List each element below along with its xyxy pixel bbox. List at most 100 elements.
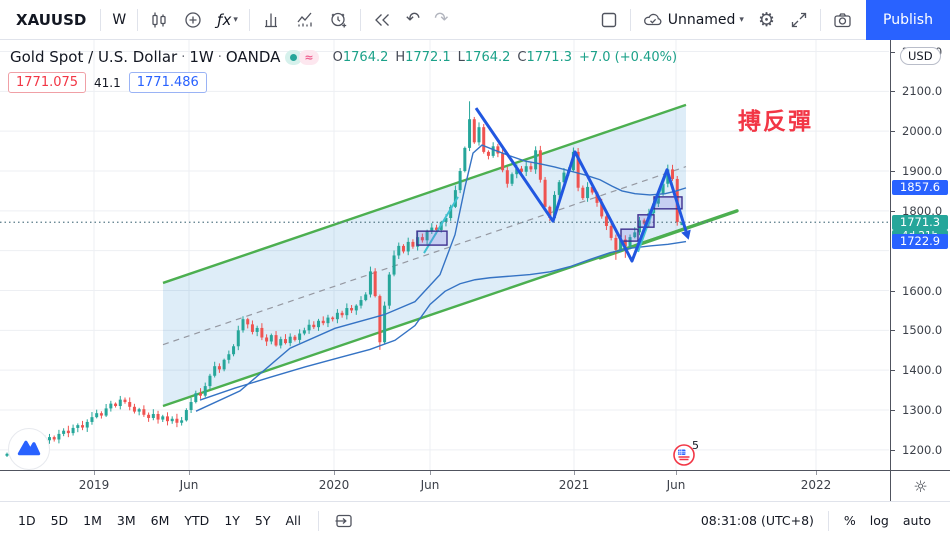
chart-region: 5 Gold Spot / U.S. Dollar · 1W · OANDA ≈…	[0, 40, 889, 470]
candle-body	[491, 146, 495, 156]
axis-settings-corner[interactable]: ☼	[890, 471, 950, 501]
candle-body	[661, 183, 665, 195]
candle-body	[482, 127, 486, 152]
time-tick-label[interactable]: Jun	[646, 471, 706, 492]
time-tick-label[interactable]: Jun	[159, 471, 219, 492]
currency-toggle[interactable]: USD	[900, 47, 941, 65]
price-tick-label: 1400.0	[891, 363, 950, 378]
data-approx-pill[interactable]: ≈	[299, 49, 319, 65]
candle-body	[628, 237, 632, 247]
candle-body	[453, 190, 457, 207]
range-1M[interactable]: 1M	[83, 513, 102, 528]
time-tick-label[interactable]: 2020	[304, 471, 364, 492]
time-tick-label[interactable]: 2022	[786, 471, 846, 492]
publish-button[interactable]: Publish	[866, 0, 950, 40]
time-tick-label[interactable]: Jun	[400, 471, 460, 492]
candle-body	[199, 393, 203, 396]
range-5Y[interactable]: 5Y	[254, 513, 271, 528]
candle-body	[170, 418, 174, 422]
percent-scale-button[interactable]: %	[843, 513, 856, 528]
range-All[interactable]: All	[285, 513, 302, 528]
symbol-legend[interactable]: Gold Spot / U.S. Dollar · 1W · OANDA ≈ O…	[10, 48, 677, 66]
price-range-box[interactable]	[620, 228, 639, 242]
goto-date-button[interactable]	[327, 509, 361, 533]
economic-event-icon[interactable]: 5	[673, 439, 699, 466]
candle-body	[586, 186, 590, 199]
chart-type-button[interactable]	[142, 4, 176, 36]
channel-upper-line[interactable]	[162, 103, 687, 285]
range-YTD[interactable]: YTD	[184, 513, 210, 528]
market-status-pill[interactable]	[285, 49, 303, 65]
fullscreen-button[interactable]	[782, 4, 816, 36]
ma-slow-line[interactable]	[199, 240, 687, 401]
auto-scale-button[interactable]: auto	[902, 513, 931, 528]
save-layout-button[interactable]: Unnamed ▾	[635, 4, 751, 36]
channel-midline[interactable]	[162, 166, 687, 346]
time-tick-label[interactable]: 2021	[544, 471, 604, 492]
symbol-button[interactable]: XAUUSD	[16, 10, 87, 29]
candle-body	[364, 294, 368, 301]
indicator-templates-button[interactable]	[288, 4, 322, 36]
range-1Y[interactable]: 1Y	[224, 513, 240, 528]
price-tick-label: 1300.0	[891, 403, 950, 418]
text-annotation[interactable]: 搏反彈	[738, 109, 813, 135]
price-tick-label: 1200.0	[891, 443, 950, 458]
candle-body	[562, 172, 566, 183]
toolbar-separator	[820, 8, 821, 31]
candle-body	[595, 192, 599, 203]
alert-button[interactable]	[322, 4, 356, 36]
zigzag-drawing[interactable]	[474, 107, 688, 263]
replay-rewind-icon	[372, 10, 392, 30]
candle-body	[519, 168, 523, 172]
price-chart[interactable]: 5	[0, 40, 889, 470]
candle-body	[302, 330, 306, 334]
toolbar-separator	[827, 510, 829, 531]
tradingview-logo[interactable]	[8, 428, 50, 470]
candle-body	[194, 393, 198, 403]
calendar-arrow-icon	[334, 512, 354, 530]
legend-title: Gold Spot / U.S. Dollar	[10, 48, 178, 66]
candle-body	[600, 202, 604, 217]
alarm-clock-plus-icon	[329, 10, 349, 30]
price-range-box[interactable]	[416, 230, 448, 246]
range-6M[interactable]: 6M	[150, 513, 170, 528]
clock-timezone[interactable]: 08:31:08 (UTC+8)	[700, 513, 814, 528]
redo-button[interactable]: ↷	[427, 4, 455, 36]
range-3M[interactable]: 3M	[116, 513, 136, 528]
layout-button[interactable]	[592, 4, 626, 36]
range-5D[interactable]: 5D	[50, 513, 69, 528]
candle-body	[430, 227, 434, 232]
financials-button[interactable]	[254, 4, 288, 36]
candle-body	[350, 308, 354, 311]
price-tick-label: 1500.0	[891, 323, 950, 338]
candle-body	[623, 239, 627, 247]
price-axis[interactable]: USD 2200.02100.02000.01900.01800.01600.0…	[890, 40, 950, 470]
settings-button[interactable]: ⚙	[751, 4, 782, 36]
cyan-trendline[interactable]	[423, 196, 459, 254]
replay-button[interactable]	[365, 4, 399, 36]
interval-button[interactable]: W	[112, 11, 127, 28]
candle-body	[463, 147, 467, 171]
buy-price-box[interactable]: 1771.486	[128, 72, 207, 93]
ma-fast-line[interactable]	[195, 144, 687, 412]
sell-price-box[interactable]: 1771.075	[8, 72, 87, 93]
indicators-button[interactable]: ƒx ▾	[210, 4, 245, 36]
redo-icon: ↷	[434, 9, 449, 29]
range-1D[interactable]: 1D	[18, 513, 36, 528]
candle-body	[609, 225, 613, 238]
candle-body	[232, 346, 236, 355]
candle-body	[255, 327, 259, 332]
undo-button[interactable]: ↶	[399, 4, 427, 36]
candle-body	[444, 218, 448, 222]
candle-body	[283, 339, 287, 344]
log-scale-button[interactable]: log	[869, 513, 889, 528]
compare-button[interactable]	[176, 4, 210, 36]
time-axis[interactable]: ☼ 2019 Jun 2020 Jun 2021 Jun 2022	[0, 470, 950, 501]
screenshot-button[interactable]	[825, 4, 860, 36]
candle-body	[510, 174, 514, 184]
candle-body	[246, 319, 250, 325]
toolbar-separator	[318, 510, 319, 531]
candle-body	[156, 413, 160, 420]
time-tick-label[interactable]: 2019	[64, 471, 124, 492]
